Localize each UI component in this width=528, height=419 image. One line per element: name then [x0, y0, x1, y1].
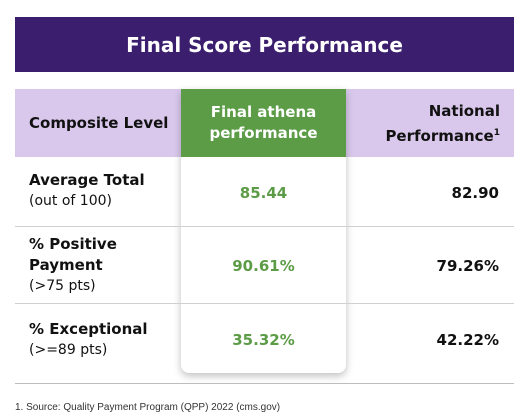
row-label-sub: (>75 pts) [29, 278, 96, 294]
header-national-performance: National Performance1 [385, 89, 500, 157]
header-national-line2: Performance1 [385, 122, 500, 147]
row-label-average-total: Average Total (out of 100) [29, 170, 145, 211]
national-value-exceptional: 42.22% [436, 331, 499, 349]
page-title: Final Score Performance [15, 17, 514, 72]
footnote-marker: 1 [493, 127, 500, 138]
footnote-source: 1. Source: Quality Payment Program (QPP)… [15, 402, 281, 413]
header-athena-performance: Final athena performance [181, 89, 346, 157]
header-athena-line1: Final athena [210, 103, 317, 121]
athena-value-positive-payment: 90.61% [232, 257, 295, 275]
header-composite-level: Composite Level [29, 114, 169, 132]
row-label-sub: (out of 100) [29, 193, 112, 209]
header-national-line1: National [428, 101, 500, 120]
row-label-main: % Exceptional [29, 320, 148, 338]
row-divider [15, 303, 514, 304]
table-bottom-border [15, 383, 514, 384]
national-value-positive-payment: 79.26% [436, 257, 499, 275]
row-divider [15, 226, 514, 227]
row-label-main-line2: Payment [29, 256, 103, 274]
header-athena-line2: performance [209, 124, 318, 142]
national-value-average-total: 82.90 [451, 184, 499, 202]
athena-value-average-total: 85.44 [239, 184, 288, 202]
header-national-line2-text: Performance [385, 126, 494, 145]
row-label-positive-payment: % Positive Payment (>75 pts) [29, 234, 117, 296]
athena-value-exceptional: 35.32% [232, 331, 295, 349]
row-label-exceptional: % Exceptional (>=89 pts) [29, 319, 148, 360]
row-label-main: % Positive [29, 235, 117, 253]
row-label-sub: (>=89 pts) [29, 342, 108, 358]
row-label-main: Average Total [29, 171, 145, 189]
